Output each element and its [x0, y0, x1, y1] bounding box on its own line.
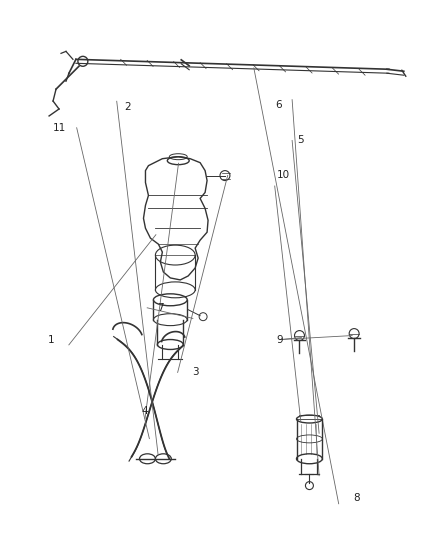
Text: 6: 6	[276, 100, 283, 110]
Text: 3: 3	[192, 367, 198, 377]
Text: 9: 9	[277, 335, 283, 345]
Text: 5: 5	[297, 135, 304, 146]
Text: 7: 7	[157, 303, 163, 313]
Text: 10: 10	[277, 171, 290, 180]
Text: 4: 4	[142, 406, 148, 416]
Text: 8: 8	[353, 494, 360, 504]
Text: 11: 11	[53, 123, 66, 133]
Text: 1: 1	[48, 335, 55, 345]
Text: 2: 2	[124, 102, 131, 111]
